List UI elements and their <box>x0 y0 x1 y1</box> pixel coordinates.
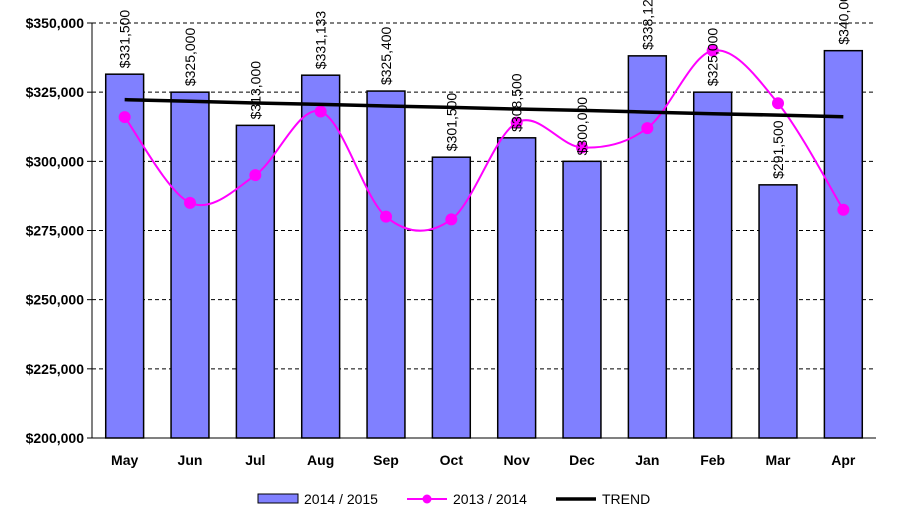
y-tick-label-0: $200,000 <box>26 430 85 446</box>
line-2013-2014 <box>123 49 845 232</box>
data-label-jan: $338,125 <box>639 0 655 50</box>
axes: $200,000 $225,000 $250,000 $275,000 $300,000… <box>26 15 876 468</box>
x-tick-label-may: May <box>111 452 138 468</box>
bar-aug <box>300 74 341 439</box>
data-label-aug: $331,133 <box>313 11 329 70</box>
data-label-jul: $313,000 <box>247 61 263 120</box>
bar-dec <box>562 160 602 439</box>
x-tick-label-dec: Dec <box>569 452 595 468</box>
legend: 2014 / 2015 2013 / 2014 TREND <box>257 491 650 507</box>
marker-2013-2014-nov <box>510 116 523 129</box>
marker-2013-2014-may <box>118 111 131 124</box>
data-label-dec: $300,000 <box>574 97 590 156</box>
data-label-mar: $291,500 <box>770 120 786 179</box>
y-tick-label-4: $300,000 <box>26 153 85 169</box>
y-tick-label-2: $250,000 <box>26 292 85 308</box>
bar-apr <box>823 49 864 439</box>
x-tick-label-apr: Apr <box>831 452 856 468</box>
marker-2013-2014-aug <box>314 105 327 118</box>
data-label-nov: $308,500 <box>509 73 525 132</box>
data-labels: $331,500 $325,000 $313,000 $331,133 $325,400… <box>117 0 852 179</box>
marker-2013-2014-sep <box>380 210 392 223</box>
trend-line <box>124 97 844 119</box>
x-tick-label-mar: Mar <box>766 452 791 468</box>
data-label-jun: $325,000 <box>182 28 198 87</box>
bar-jun <box>170 91 210 439</box>
legend-swatch-2014-2015 <box>257 493 299 504</box>
marker-2013-2014-apr <box>837 203 850 216</box>
legend-label-2013-2014: 2013 / 2014 <box>453 491 527 507</box>
marker-2013-2014-jul <box>249 169 262 182</box>
legend-label-2014-2015: 2014 / 2015 <box>304 491 378 507</box>
bar-nov <box>496 137 537 439</box>
data-label-may: $331,500 <box>117 10 133 69</box>
y-tick-label-5: $325,000 <box>26 84 85 100</box>
data-label-sep: $325,400 <box>378 26 394 85</box>
series-lines <box>118 44 850 232</box>
bar-jan <box>627 55 668 439</box>
y-tick-label-6: $350,000 <box>26 15 85 31</box>
bar-oct <box>431 156 472 439</box>
bar-may <box>104 73 145 439</box>
marker-2013-2014-oct <box>445 213 458 226</box>
x-tick-label-aug: Aug <box>307 452 334 468</box>
x-tick-label-sep: Sep <box>373 452 399 468</box>
x-tick-label-jun: Jun <box>178 452 203 468</box>
bar-mar <box>758 184 798 439</box>
marker-2013-2014-mar <box>772 97 784 110</box>
marker-2013-2014-dec <box>576 141 588 154</box>
data-label-feb: $325,000 <box>705 28 721 87</box>
x-tick-label-feb: Feb <box>700 452 725 468</box>
data-label-oct: $301,500 <box>443 93 459 152</box>
data-label-apr: $340,000 <box>835 0 851 45</box>
marker-2013-2014-jun <box>184 196 196 209</box>
legend-marker-2013-2014 <box>422 494 432 504</box>
x-tick-label-jul: Jul <box>245 452 265 468</box>
marker-2013-2014-feb <box>706 44 719 57</box>
x-tick-label-oct: Oct <box>440 452 464 468</box>
y-tick-label-1: $225,000 <box>26 361 85 377</box>
grid-lines <box>92 22 876 370</box>
legend-label-trend: TREND <box>602 491 650 507</box>
bar-feb <box>692 91 733 439</box>
x-tick-label-jan: Jan <box>635 452 659 468</box>
y-tick-label-3: $275,000 <box>26 223 85 239</box>
marker-2013-2014-jan <box>641 122 654 135</box>
bar-sep <box>366 90 406 439</box>
x-tick-label-nov: Nov <box>503 452 530 468</box>
